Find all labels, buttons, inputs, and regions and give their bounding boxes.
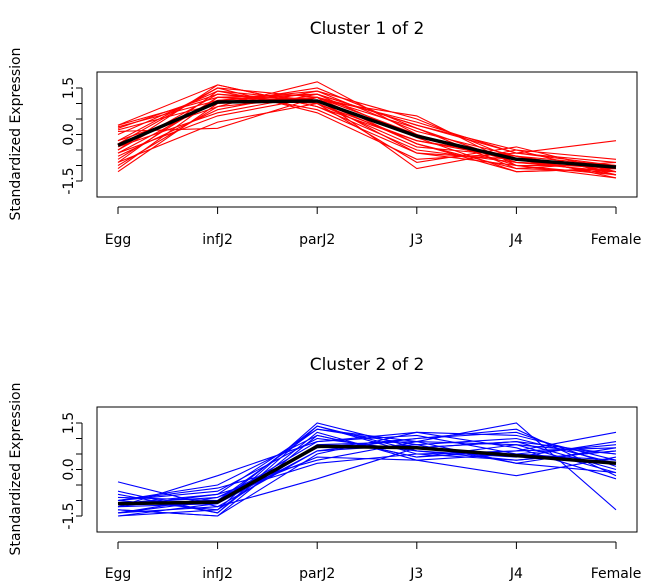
plot-frame (96, 406, 638, 533)
x-tick-label: J3 (409, 232, 423, 248)
y-axis-label: Standardized Expression (8, 48, 24, 221)
x-tick-label: Female (591, 232, 642, 248)
chart-title: Cluster 1 of 2 (310, 19, 425, 39)
x-tick-label: J3 (409, 566, 423, 582)
series-line-22 (117, 96, 617, 173)
plot-frame (96, 71, 638, 198)
x-tick-label: infJ2 (202, 566, 233, 582)
series-line-16 (117, 441, 617, 517)
x-tick-label: Egg (105, 232, 132, 248)
y-tick-label: -1.5 (61, 167, 77, 194)
y-tick-label: 0.0 (61, 458, 77, 480)
series-line-20 (117, 453, 617, 514)
series-line-6 (117, 441, 617, 502)
series-line-20 (117, 90, 616, 167)
y-tick-label: 0.0 (61, 123, 77, 145)
chart-panel-1: Cluster 1 of 2 Standardized Expression -1.… (8, 19, 641, 248)
x-tick-label: J4 (509, 232, 523, 248)
y-axis-label: Standardized Expression (8, 383, 24, 556)
x-tick-label: Female (591, 566, 642, 582)
series-line-18 (117, 431, 617, 508)
series-line-19 (117, 81, 617, 173)
centroid-line (117, 444, 617, 506)
centroid-line (117, 99, 617, 169)
x-tick-label: J4 (509, 566, 523, 582)
x-tick-label: infJ2 (202, 232, 233, 248)
y-tick-label: 1.5 (61, 77, 77, 99)
series-line-12 (117, 102, 617, 167)
series-line-19 (117, 425, 617, 514)
y-tick-label: 1.5 (61, 412, 77, 434)
x-tick-label: parJ2 (299, 566, 335, 582)
chart-title: Cluster 2 of 2 (310, 355, 425, 375)
series-line-21 (117, 93, 617, 176)
x-tick-label: parJ2 (299, 232, 335, 248)
chart-panel-2: Cluster 2 of 2 Standardized Expression -1.… (8, 355, 641, 582)
series-group (117, 81, 617, 179)
x-tick-label: Egg (105, 566, 132, 582)
y-tick-label: -1.5 (61, 502, 77, 529)
